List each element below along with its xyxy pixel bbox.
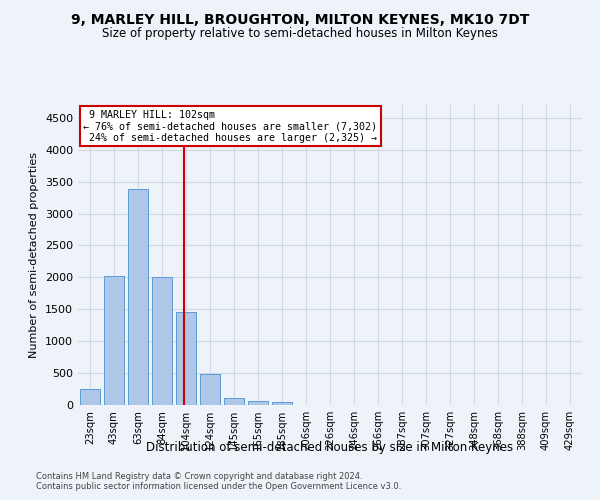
- Y-axis label: Number of semi-detached properties: Number of semi-detached properties: [29, 152, 40, 358]
- Text: 9 MARLEY HILL: 102sqm
← 76% of semi-detached houses are smaller (7,302)
 24% of : 9 MARLEY HILL: 102sqm ← 76% of semi-deta…: [83, 110, 377, 142]
- Bar: [272, 402, 292, 405]
- Text: Contains public sector information licensed under the Open Government Licence v3: Contains public sector information licen…: [36, 482, 401, 491]
- Bar: [152, 276, 172, 405]
- Bar: [104, 276, 124, 405]
- Bar: [248, 401, 268, 405]
- Bar: [176, 312, 196, 405]
- Bar: [224, 398, 244, 405]
- Bar: [128, 190, 148, 405]
- Text: Contains HM Land Registry data © Crown copyright and database right 2024.: Contains HM Land Registry data © Crown c…: [36, 472, 362, 481]
- Bar: [200, 374, 220, 405]
- Text: 9, MARLEY HILL, BROUGHTON, MILTON KEYNES, MK10 7DT: 9, MARLEY HILL, BROUGHTON, MILTON KEYNES…: [71, 12, 529, 26]
- Text: Distribution of semi-detached houses by size in Milton Keynes: Distribution of semi-detached houses by …: [146, 441, 514, 454]
- Bar: [80, 389, 100, 405]
- Text: Size of property relative to semi-detached houses in Milton Keynes: Size of property relative to semi-detach…: [102, 28, 498, 40]
